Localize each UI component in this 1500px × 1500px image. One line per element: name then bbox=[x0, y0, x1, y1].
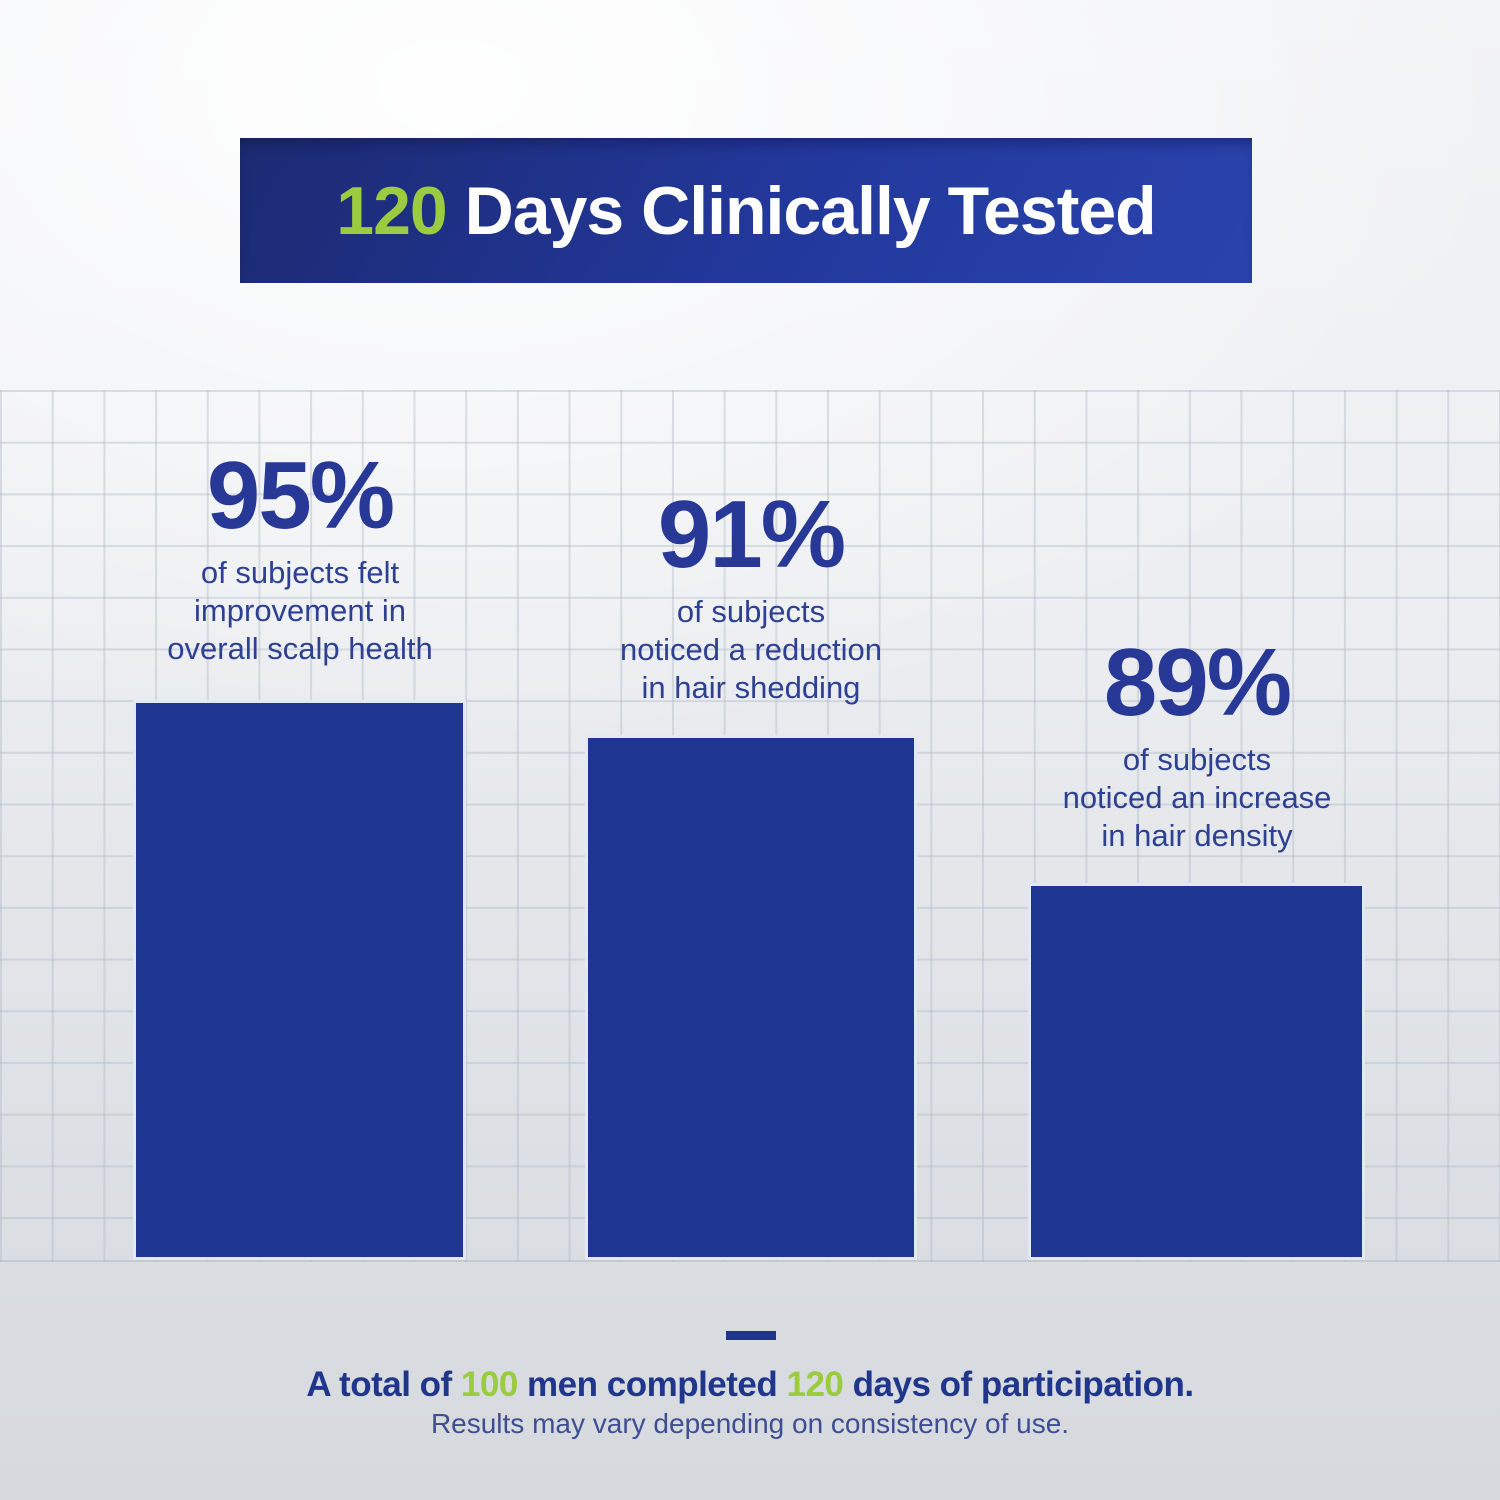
stat-hair-density: 89% of subjects noticed an increase in h… bbox=[1063, 635, 1332, 855]
stat-description: of subjects felt improvement in overall … bbox=[167, 555, 433, 666]
stat-description: of subjects noticed an increase in hair … bbox=[1062, 742, 1332, 853]
highlight-number: 120 bbox=[786, 1365, 844, 1404]
highlight-number: 120 bbox=[336, 172, 465, 249]
stat-description: of subjects noticed a reduction in hair … bbox=[620, 594, 882, 705]
stat-scalp-health: 95% of subjects felt improvement in over… bbox=[167, 448, 432, 668]
text-segment: men completed bbox=[517, 1365, 787, 1404]
divider-dash bbox=[726, 1331, 776, 1340]
stat-value: 91% bbox=[657, 481, 846, 588]
stat-value: 89% bbox=[1103, 629, 1292, 736]
text-segment: days of participation. bbox=[843, 1365, 1195, 1404]
bar-hair-shedding-reduction bbox=[585, 735, 917, 1260]
bar-scalp-health-improvement bbox=[133, 700, 466, 1260]
title-banner: 120 Days Clinically Tested bbox=[240, 138, 1252, 283]
text-segment: Days Clinically Tested bbox=[464, 172, 1157, 249]
bar-hair-density-increase bbox=[1028, 883, 1365, 1260]
results-disclaimer: Results may vary depending on consistenc… bbox=[430, 1408, 1070, 1439]
participation-summary: A total of 100 men completed 120 days of… bbox=[0, 1365, 1500, 1405]
text-segment: A total of bbox=[306, 1365, 461, 1404]
highlight-number: 100 bbox=[460, 1365, 518, 1404]
stat-value: 95% bbox=[206, 442, 395, 549]
stat-hair-shedding: 91% of subjects noticed a reduction in h… bbox=[620, 487, 882, 707]
